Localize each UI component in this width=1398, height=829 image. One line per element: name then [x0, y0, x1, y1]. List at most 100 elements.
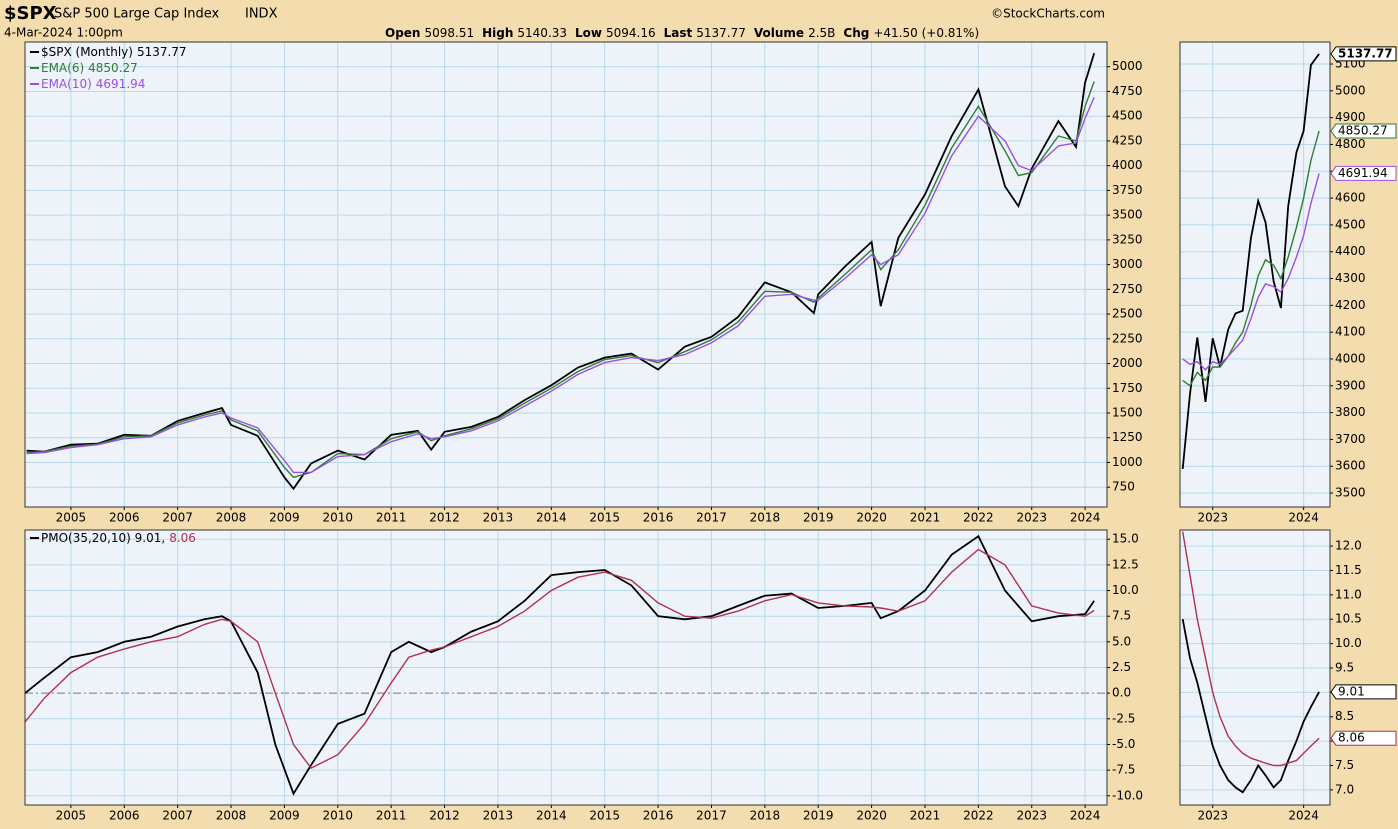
- series-line: [1182, 173, 1320, 371]
- quote-label: Open: [385, 26, 420, 40]
- x-tick-label: 2010: [323, 511, 354, 525]
- x-tick-label: 2017: [696, 809, 727, 823]
- y-tick-label: 3900: [1335, 378, 1366, 392]
- y-tick-label: 11.0: [1335, 587, 1362, 601]
- x-tick-label: 2013: [483, 809, 514, 823]
- price-tag: [1330, 165, 1397, 181]
- x-tick-label: 2024: [1288, 809, 1319, 823]
- x-tick-label: 2023: [1016, 511, 1047, 525]
- price-tag: [1330, 46, 1397, 62]
- series-line: [1182, 531, 1320, 767]
- source: ©StockCharts.com: [991, 7, 1105, 21]
- quote-label: Low: [575, 26, 602, 40]
- x-tick-label: 2016: [643, 809, 674, 823]
- x-tick-label: 2009: [269, 809, 300, 823]
- plot-area: [1180, 42, 1330, 507]
- legend-name: EMA(10): [41, 77, 92, 91]
- x-tick-label: 2024: [1070, 809, 1101, 823]
- series-line: [26, 96, 1095, 474]
- x-tick-label: 2006: [109, 511, 140, 525]
- y-tick-label: 7.5: [1112, 609, 1131, 623]
- y-tick-label: 7.5: [1335, 758, 1354, 772]
- y-tick-label: 3600: [1335, 459, 1366, 473]
- x-tick-label: 2012: [429, 511, 460, 525]
- y-tick-label: 4250: [1112, 133, 1143, 147]
- y-tick-label: 11.5: [1335, 563, 1362, 577]
- series-line: [24, 534, 1095, 796]
- y-tick-label: -10.0: [1112, 788, 1143, 802]
- x-tick-label: 2018: [750, 809, 781, 823]
- y-tick-label: 5.0: [1112, 634, 1131, 648]
- price-tag-label: 8.06: [1338, 731, 1365, 745]
- y-tick-label: 10.0: [1112, 583, 1139, 597]
- y-tick-label: 4000: [1112, 158, 1143, 172]
- y-tick-label: 10.0: [1335, 636, 1362, 650]
- y-tick-label: -7.5: [1112, 763, 1135, 777]
- y-tick-label: 1750: [1112, 381, 1143, 395]
- y-tick-label: 1000: [1112, 455, 1143, 469]
- price-tag: [1330, 684, 1397, 700]
- y-tick-label: 8.5: [1335, 709, 1354, 723]
- legend-name: $SPX (Monthly): [41, 45, 133, 59]
- legend-value: 5137.77: [137, 45, 187, 59]
- legend-value: 4691.94: [96, 77, 146, 91]
- x-tick-label: 2015: [589, 809, 620, 823]
- y-tick-label: 750: [1112, 480, 1135, 494]
- y-tick-label: 3500: [1112, 208, 1143, 222]
- plot-border: [1179, 41, 1331, 508]
- x-tick-label: 2007: [162, 511, 193, 525]
- x-tick-label: 2013: [483, 511, 514, 525]
- x-tick-label: 2005: [56, 511, 87, 525]
- x-tick-label: 2021: [910, 511, 941, 525]
- x-tick-label: 2022: [963, 511, 994, 525]
- x-tick-label: 2024: [1070, 511, 1101, 525]
- plot-area: [25, 42, 1107, 507]
- quote-label: Chg: [843, 26, 869, 40]
- price-tag: [1330, 730, 1397, 746]
- x-tick-label: 2008: [216, 511, 247, 525]
- y-tick-label: 2500: [1112, 307, 1143, 321]
- x-tick-label: 2010: [323, 809, 354, 823]
- x-tick-label: 2020: [856, 511, 887, 525]
- x-tick-label: 2008: [216, 809, 247, 823]
- legend-entry: $SPX (Monthly) 5137.77: [41, 45, 187, 59]
- series-line: [26, 81, 1095, 479]
- price-tag: [1330, 123, 1397, 139]
- y-tick-label: 4750: [1112, 84, 1143, 98]
- price-tag-label: 5137.77: [1338, 46, 1393, 60]
- y-tick-label: 3800: [1335, 405, 1366, 419]
- x-tick-label: 2023: [1197, 511, 1228, 525]
- y-tick-label: 9.5: [1335, 660, 1354, 674]
- x-tick-label: 2016: [643, 511, 674, 525]
- x-tick-label: 2011: [376, 809, 407, 823]
- exchange: INDX: [245, 7, 278, 22]
- legend-name: EMA(6): [41, 61, 84, 75]
- y-tick-label: 2250: [1112, 331, 1143, 345]
- y-tick-label: 1500: [1112, 406, 1143, 420]
- y-tick-label: 4100: [1335, 325, 1366, 339]
- quote-value: 5094.16: [606, 26, 656, 40]
- series-line: [1181, 619, 1320, 794]
- quote-label: High: [482, 26, 513, 40]
- x-tick-label: 2015: [589, 511, 620, 525]
- x-tick-label: 2014: [536, 809, 567, 823]
- y-tick-label: 3750: [1112, 183, 1143, 197]
- date: 4-Mar-2024 1:00pm: [4, 26, 123, 40]
- y-tick-label: 4800: [1335, 137, 1366, 151]
- y-tick-label: 5000: [1335, 83, 1366, 97]
- x-tick-label: 2023: [1197, 809, 1228, 823]
- quote-value: 5140.33: [517, 26, 567, 40]
- symbol: $SPX: [4, 3, 57, 24]
- y-tick-label: 0.0: [1112, 686, 1131, 700]
- x-tick-label: 2020: [856, 809, 887, 823]
- y-tick-label: 4900: [1335, 110, 1366, 124]
- y-tick-label: 2000: [1112, 356, 1143, 370]
- quote-value: 2.5B: [808, 26, 835, 40]
- x-tick-label: 2024: [1288, 511, 1319, 525]
- index-name: S&P 500 Large Cap Index: [54, 7, 220, 22]
- price-tag-label: 4691.94: [1338, 166, 1388, 180]
- y-tick-label: 4500: [1335, 217, 1366, 231]
- legend-entry: EMA(10) 4691.94: [41, 77, 145, 91]
- quote-value: 5098.51: [424, 26, 474, 40]
- series-line: [24, 548, 1095, 769]
